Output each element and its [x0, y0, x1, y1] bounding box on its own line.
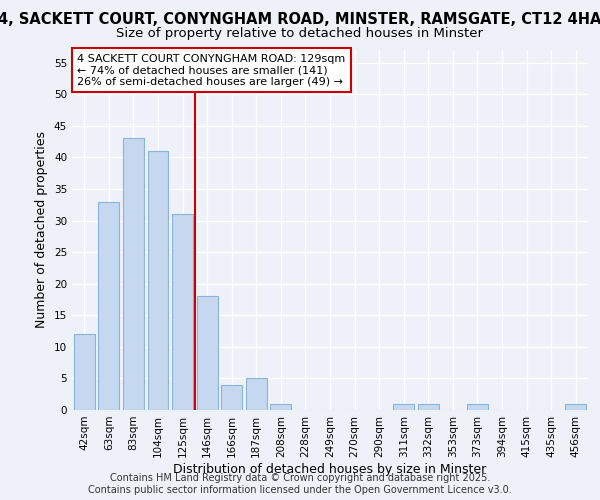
Bar: [74, 334, 95, 410]
X-axis label: Distribution of detached houses by size in Minster: Distribution of detached houses by size …: [173, 462, 487, 475]
Bar: [148, 151, 169, 410]
Bar: [197, 296, 218, 410]
Bar: [98, 202, 119, 410]
Bar: [467, 404, 488, 410]
Text: Contains HM Land Registry data © Crown copyright and database right 2025.
Contai: Contains HM Land Registry data © Crown c…: [88, 474, 512, 495]
Y-axis label: Number of detached properties: Number of detached properties: [35, 132, 49, 328]
Text: 4 SACKETT COURT CONYNGHAM ROAD: 129sqm
← 74% of detached houses are smaller (141: 4 SACKETT COURT CONYNGHAM ROAD: 129sqm ←…: [77, 54, 346, 87]
Bar: [246, 378, 267, 410]
Text: Size of property relative to detached houses in Minster: Size of property relative to detached ho…: [116, 28, 484, 40]
Bar: [565, 404, 586, 410]
Bar: [271, 404, 292, 410]
Bar: [418, 404, 439, 410]
Bar: [221, 384, 242, 410]
Text: 4, SACKETT COURT, CONYNGHAM ROAD, MINSTER, RAMSGATE, CT12 4HA: 4, SACKETT COURT, CONYNGHAM ROAD, MINSTE…: [0, 12, 600, 28]
Bar: [123, 138, 144, 410]
Bar: [172, 214, 193, 410]
Bar: [393, 404, 414, 410]
